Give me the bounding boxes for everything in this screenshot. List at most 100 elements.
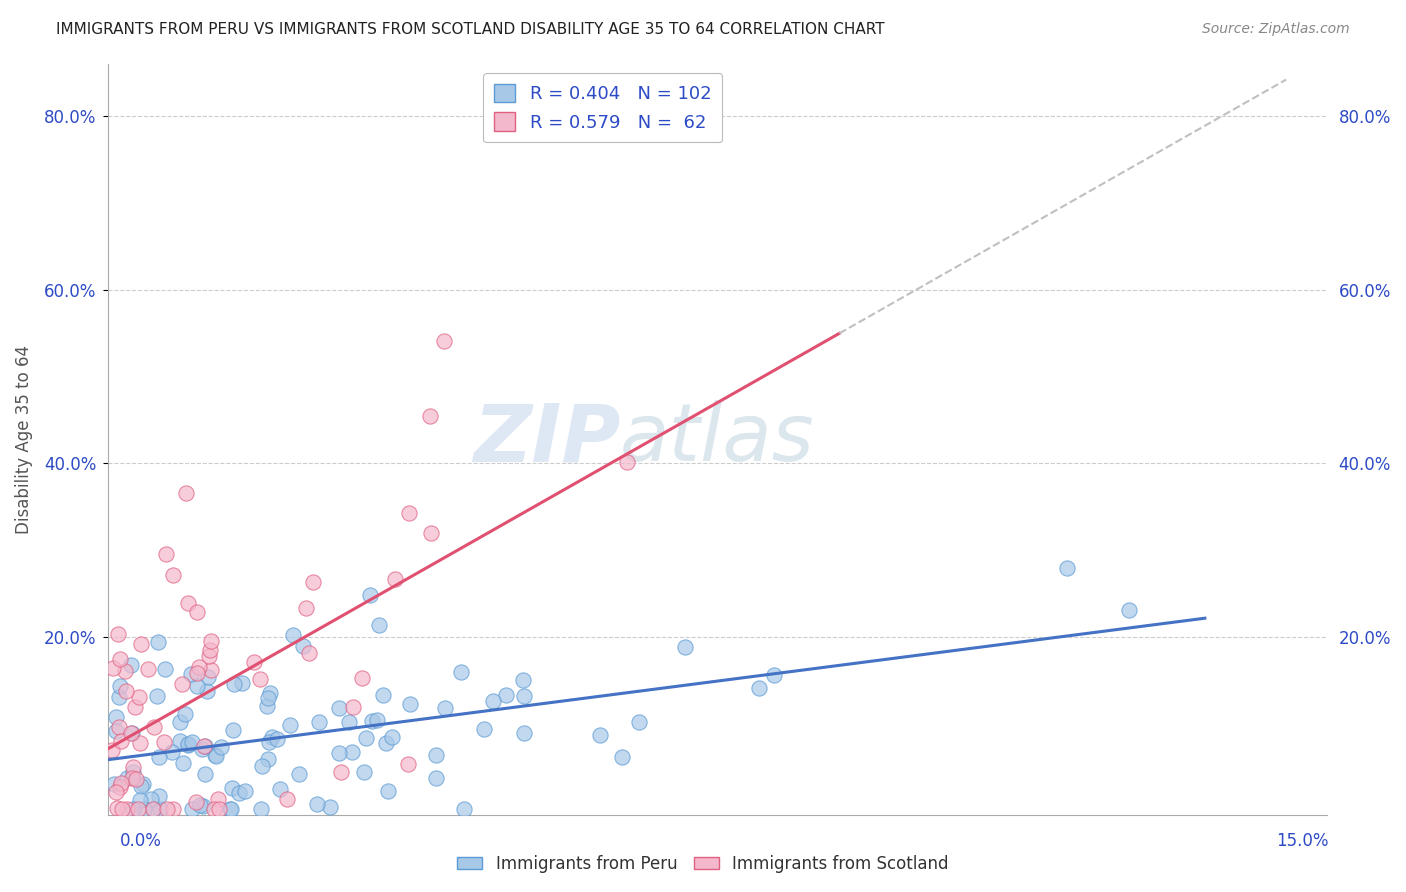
Point: [205, 748, 228, 763]
Point: [110, 733, 132, 747]
Y-axis label: Disability Age 35 to 64: Disability Age 35 to 64: [15, 345, 32, 533]
Point: [762, 668, 785, 682]
Point: [146, 689, 169, 703]
Point: [177, 596, 200, 610]
Point: [169, 714, 191, 729]
Point: [673, 640, 696, 654]
Point: [219, 802, 242, 816]
Point: [266, 731, 288, 746]
Point: [121, 802, 143, 816]
Point: [191, 798, 214, 813]
Point: [121, 771, 143, 785]
Point: [124, 700, 146, 714]
Point: [181, 734, 204, 748]
Point: [228, 786, 250, 800]
Point: [198, 643, 221, 657]
Point: [399, 698, 422, 712]
Point: [256, 699, 278, 714]
Point: [120, 657, 142, 672]
Point: [257, 691, 280, 706]
Point: [249, 672, 271, 686]
Point: [107, 690, 129, 705]
Point: [1118, 603, 1140, 617]
Point: [129, 779, 152, 793]
Point: [377, 784, 399, 798]
Point: [340, 745, 363, 759]
Point: [104, 723, 127, 738]
Point: [361, 714, 384, 729]
Point: [307, 797, 329, 811]
Point: [222, 723, 245, 738]
Point: [243, 656, 266, 670]
Point: [127, 802, 149, 816]
Text: 0.0%: 0.0%: [120, 831, 162, 849]
Point: [148, 749, 170, 764]
Point: [132, 802, 155, 816]
Point: [107, 627, 129, 641]
Point: [186, 679, 208, 693]
Point: [174, 485, 197, 500]
Point: [425, 772, 447, 786]
Point: [308, 714, 330, 729]
Point: [153, 662, 176, 676]
Point: [366, 714, 388, 728]
Point: [207, 792, 229, 806]
Point: [186, 605, 208, 619]
Point: [328, 746, 350, 760]
Point: [1056, 561, 1078, 575]
Point: [122, 759, 145, 773]
Point: [128, 736, 150, 750]
Point: [169, 734, 191, 748]
Point: [252, 759, 274, 773]
Point: [221, 781, 243, 796]
Point: [371, 688, 394, 702]
Point: [616, 455, 638, 469]
Point: [513, 689, 536, 703]
Point: [110, 776, 132, 790]
Point: [208, 802, 231, 816]
Point: [269, 782, 291, 797]
Point: [108, 652, 131, 666]
Point: [193, 739, 215, 753]
Point: [125, 772, 148, 787]
Point: [288, 766, 311, 780]
Point: [149, 802, 172, 816]
Text: 15.0%: 15.0%: [1277, 831, 1329, 849]
Point: [495, 688, 517, 702]
Point: [292, 639, 315, 653]
Point: [204, 748, 226, 763]
Point: [129, 792, 152, 806]
Point: [111, 802, 134, 816]
Point: [121, 725, 143, 739]
Point: [101, 743, 124, 757]
Point: [142, 802, 165, 816]
Point: [298, 647, 321, 661]
Point: [352, 671, 374, 685]
Point: [512, 673, 534, 688]
Point: [148, 634, 170, 648]
Point: [180, 802, 202, 816]
Point: [200, 634, 222, 648]
Point: [188, 660, 211, 674]
Point: [104, 709, 127, 723]
Point: [162, 568, 184, 582]
Point: [610, 750, 633, 764]
Point: [194, 767, 217, 781]
Text: atlas: atlas: [620, 401, 815, 478]
Point: [281, 628, 304, 642]
Point: [115, 802, 138, 816]
Point: [513, 726, 536, 740]
Point: [398, 506, 420, 520]
Point: [195, 684, 218, 698]
Point: [114, 665, 136, 679]
Point: [384, 572, 406, 586]
Point: [184, 795, 207, 809]
Text: ZIP: ZIP: [472, 401, 620, 478]
Point: [328, 701, 350, 715]
Point: [233, 784, 256, 798]
Point: [356, 731, 378, 745]
Point: [188, 798, 211, 813]
Point: [257, 735, 280, 749]
Point: [191, 741, 214, 756]
Point: [453, 802, 475, 816]
